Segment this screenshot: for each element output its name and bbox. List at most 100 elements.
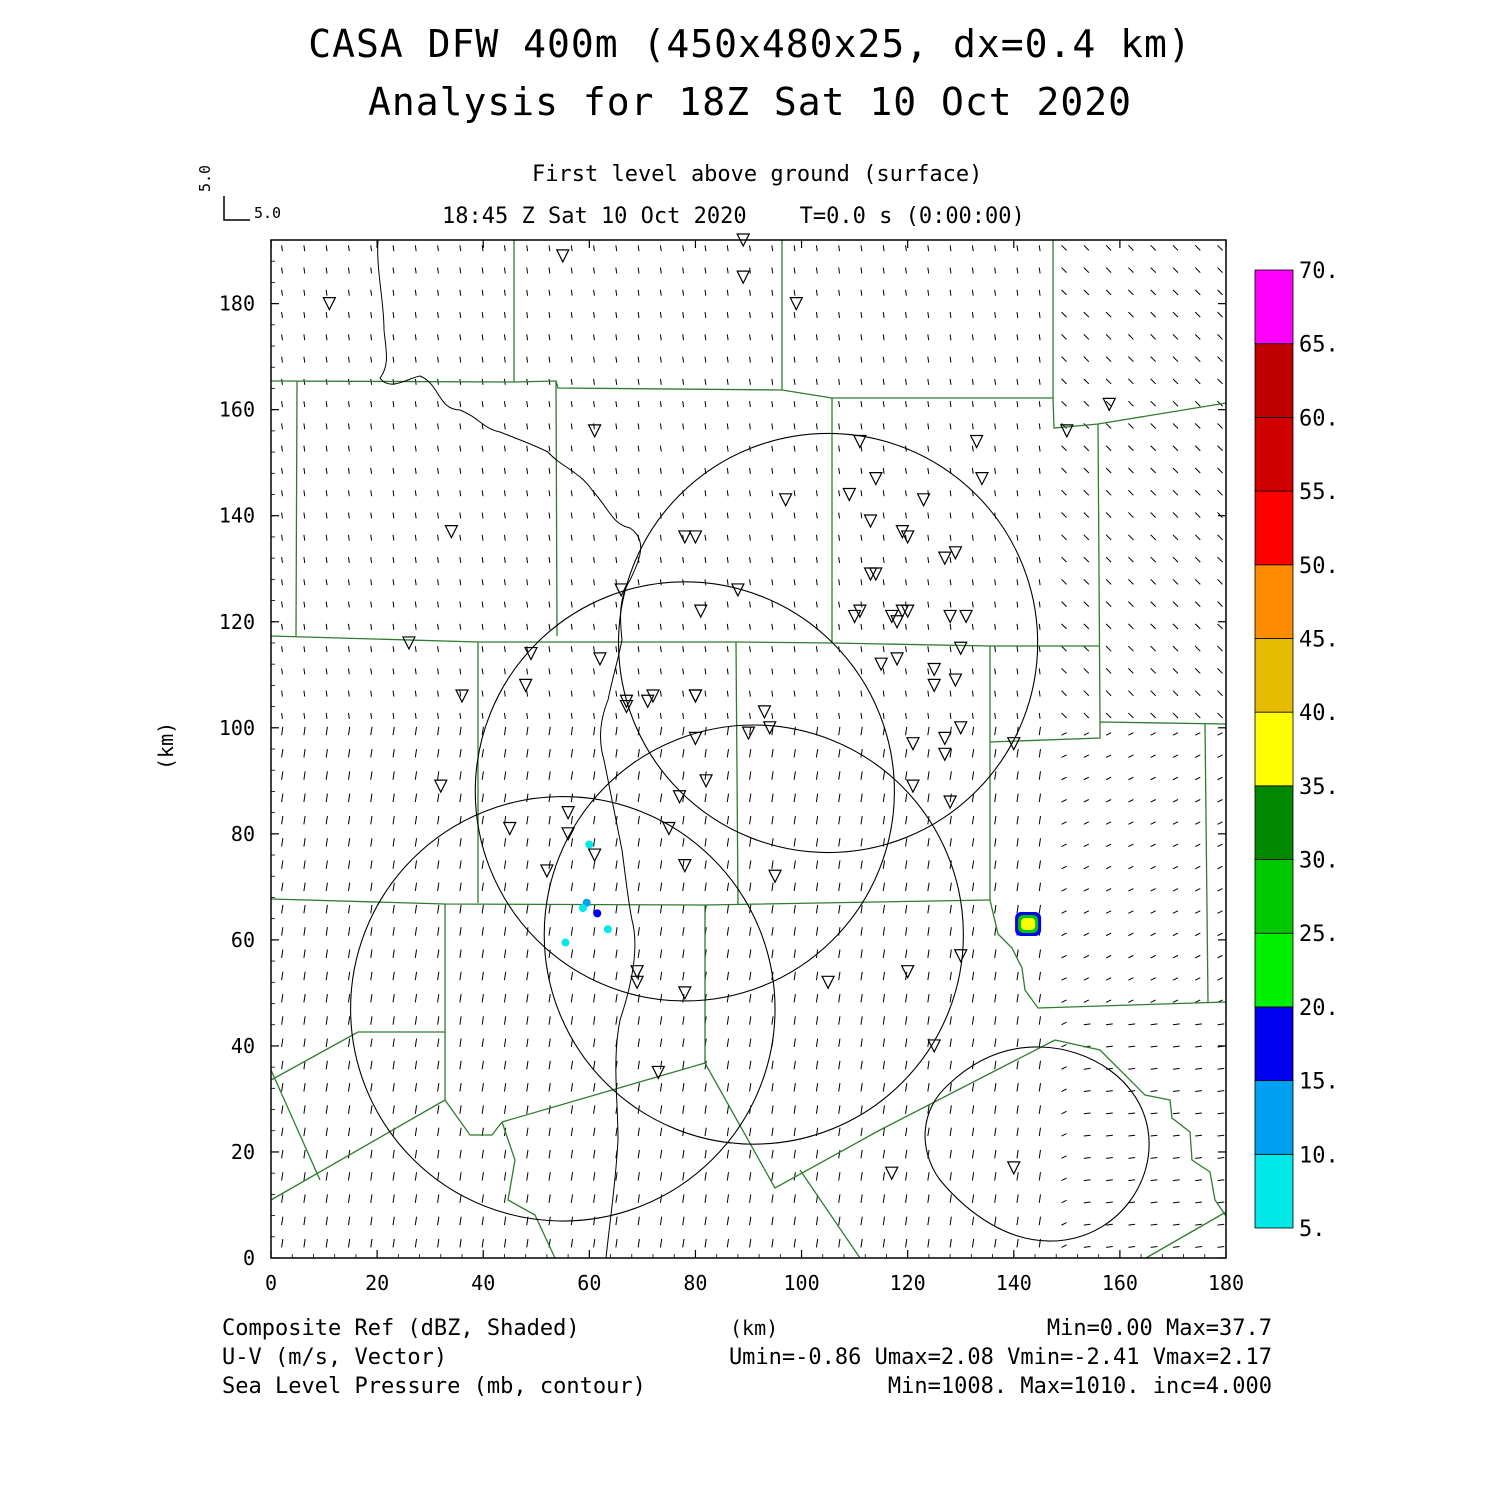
wind-vector bbox=[325, 1038, 328, 1048]
wind-vector bbox=[793, 445, 796, 452]
wind-vector bbox=[637, 490, 640, 497]
wind-vector bbox=[1061, 623, 1067, 630]
wind-vector bbox=[1083, 1112, 1091, 1115]
wind-vector bbox=[1217, 1179, 1225, 1182]
wind-vector bbox=[414, 793, 418, 803]
wind-vector bbox=[593, 1149, 596, 1159]
wind-vector bbox=[1217, 1201, 1225, 1204]
wind-vector bbox=[1128, 467, 1134, 474]
wind-vector bbox=[659, 289, 662, 296]
station-triangle bbox=[677, 859, 692, 873]
wind-vector bbox=[570, 646, 573, 653]
wind-vector bbox=[1061, 932, 1067, 937]
wind-vector bbox=[414, 1038, 418, 1048]
station-triangle bbox=[948, 673, 963, 688]
wind-vector bbox=[771, 1060, 774, 1070]
wind-vector bbox=[481, 815, 484, 825]
station-triangle bbox=[959, 609, 973, 624]
wind-vector bbox=[1016, 512, 1019, 519]
wind-vector bbox=[1083, 1246, 1091, 1248]
wind-vector bbox=[481, 556, 484, 564]
wind-vector bbox=[1083, 799, 1090, 803]
wind-vector bbox=[1172, 732, 1179, 736]
wind-vector bbox=[1083, 1179, 1091, 1182]
wind-vector bbox=[1150, 1156, 1158, 1159]
wind-vector bbox=[459, 1038, 462, 1048]
wind-vector bbox=[1195, 910, 1201, 914]
wind-vector bbox=[704, 882, 707, 892]
wind-vector bbox=[1150, 1067, 1158, 1070]
wind-vector bbox=[281, 512, 283, 519]
wind-vector bbox=[437, 838, 440, 847]
wind-vector bbox=[726, 1105, 730, 1114]
wind-vector bbox=[615, 1016, 618, 1025]
wind-vector bbox=[481, 512, 484, 519]
wind-vector bbox=[749, 378, 751, 385]
wind-vector bbox=[593, 445, 595, 452]
station-triangle bbox=[502, 821, 517, 836]
wind-vector bbox=[971, 356, 974, 363]
wind-vector bbox=[526, 1149, 529, 1159]
wind-vector bbox=[749, 601, 751, 608]
wind-vector bbox=[325, 490, 328, 497]
wind-vector bbox=[949, 1127, 952, 1137]
wind-vector bbox=[1016, 245, 1019, 252]
wind-vector bbox=[570, 882, 574, 892]
wind-vector bbox=[570, 793, 574, 803]
wind-vector bbox=[1016, 838, 1019, 847]
wind-vector bbox=[1016, 993, 1019, 1003]
wind-vector bbox=[1217, 1156, 1225, 1159]
wind-vector bbox=[994, 601, 997, 608]
wind-vector bbox=[771, 993, 774, 1003]
wind-vector bbox=[481, 356, 484, 363]
wind-vector bbox=[1172, 821, 1179, 825]
wind-vector bbox=[1217, 445, 1223, 452]
wind-vector bbox=[1038, 1149, 1041, 1159]
wind-vector bbox=[1061, 1244, 1067, 1248]
wind-vector bbox=[281, 1060, 284, 1070]
wind-vector bbox=[437, 860, 440, 869]
wind-vector bbox=[1106, 1090, 1113, 1093]
wind-vector bbox=[905, 1127, 908, 1137]
wind-vector bbox=[749, 1016, 752, 1025]
wind-vector bbox=[749, 793, 752, 803]
wind-vector bbox=[414, 289, 417, 296]
wind-vector bbox=[459, 838, 462, 847]
wind-vector bbox=[570, 378, 573, 385]
wind-vector bbox=[325, 1172, 328, 1181]
wind-vector bbox=[1217, 821, 1223, 825]
wind-vector bbox=[749, 312, 751, 319]
wind-vector bbox=[503, 971, 507, 981]
wind-vector bbox=[860, 356, 863, 363]
wind-vector bbox=[994, 490, 997, 497]
wind-vector bbox=[392, 445, 395, 452]
wind-vector bbox=[704, 1105, 707, 1114]
wind-vector bbox=[526, 445, 529, 452]
wind-vector bbox=[1195, 1201, 1203, 1204]
wind-vector bbox=[347, 556, 350, 564]
wind-vector bbox=[749, 971, 752, 981]
wind-vector bbox=[615, 267, 618, 274]
wind-vector bbox=[927, 312, 930, 319]
wind-vector bbox=[593, 1127, 596, 1137]
wind-vector bbox=[905, 356, 907, 363]
wind-vector bbox=[1016, 445, 1019, 452]
wind-vector bbox=[1016, 1127, 1019, 1137]
wind-vector bbox=[593, 1216, 596, 1226]
wind-vector bbox=[971, 623, 974, 630]
wind-vector bbox=[281, 1083, 284, 1092]
wind-vector bbox=[726, 601, 729, 608]
wind-vector bbox=[659, 749, 663, 758]
wind-vector bbox=[1016, 1149, 1019, 1159]
wind-vector bbox=[749, 726, 752, 736]
wind-vector bbox=[771, 927, 774, 936]
wind-vector bbox=[749, 749, 752, 758]
wind-vector bbox=[1150, 1246, 1158, 1248]
wind-vector bbox=[971, 267, 974, 274]
wind-vector bbox=[281, 860, 284, 869]
wind-vector bbox=[570, 623, 573, 630]
wind-vector bbox=[1172, 534, 1179, 541]
wind-vector bbox=[882, 1038, 886, 1048]
wind-vector bbox=[347, 1105, 351, 1114]
wind-vector bbox=[526, 245, 529, 252]
